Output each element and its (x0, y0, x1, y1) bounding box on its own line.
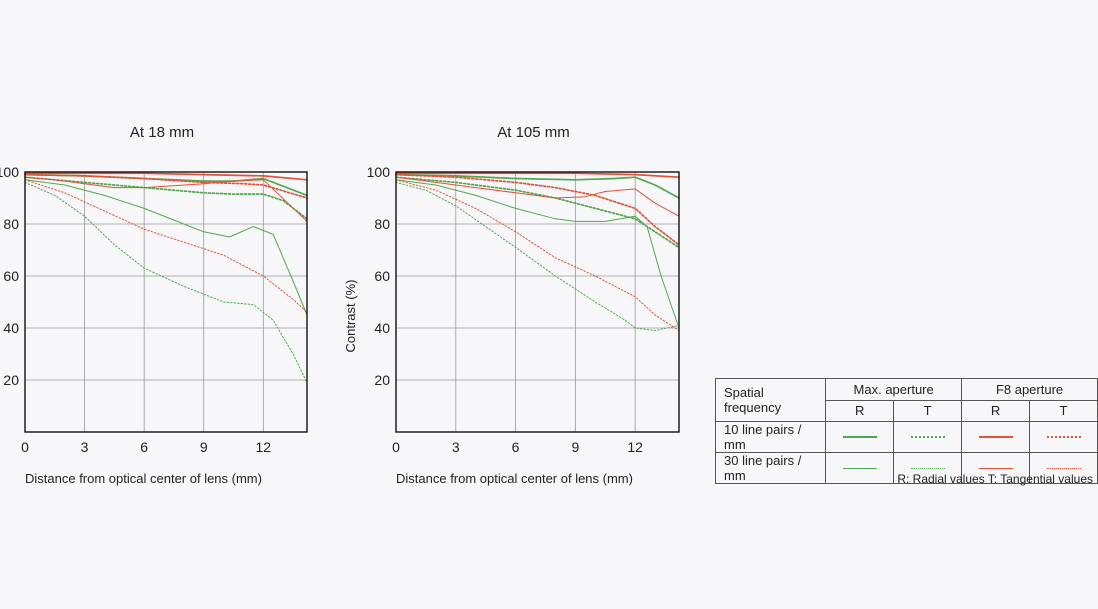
x-axis-label: Distance from optical center of lens (mm… (396, 471, 633, 486)
chart-1: At 18 mm 0 3 6 9 12 20 40 60 80 100 Distance from o… (0, 124, 308, 486)
plot-frame (395, 171, 680, 433)
x-tick-label: 12 (627, 439, 643, 455)
x-tick-label: 0 (392, 439, 400, 455)
x-tick-label: 9 (571, 439, 579, 455)
series-line-max-t-10lp (24, 176, 308, 220)
y-tick-label: 80 (3, 216, 19, 232)
x-tick-label: 3 (452, 439, 460, 455)
y-tick-label: 60 (374, 268, 390, 284)
y-tick-label: 40 (374, 320, 390, 336)
series-line-max-r-30lp (24, 179, 308, 316)
legend-row-30lp: 30 line pairs / mm (714, 452, 1098, 484)
legend-swatch-f8-t-30 (1029, 452, 1098, 484)
series-line-f8-t-10lp (395, 173, 680, 246)
x-tick-label: 9 (200, 439, 208, 455)
legend-sub-max-t: T (893, 399, 963, 422)
series-line-f8-t-10lp (24, 173, 308, 199)
legend-swatch-max-r-10 (825, 421, 895, 453)
series-line-max-r-30lp (395, 179, 680, 329)
series-line-f8-t-30lp (395, 179, 680, 332)
y-tick-label: 60 (3, 268, 19, 284)
legend-swatch-max-t-10 (893, 421, 963, 453)
legend-row-10lp: 10 line pairs / mm (714, 421, 1098, 453)
x-tick-label: 6 (140, 439, 148, 455)
legend-header-spatial-frequency: Spatial frequency (714, 378, 827, 422)
legend-sub-f8-r: R (961, 399, 1031, 422)
chart-2: At 105 mm 0 3 6 9 12 20 40 60 80 100 Distance from … (343, 124, 680, 486)
x-axis-label: Distance from optical center of lens (mm… (25, 471, 262, 486)
y-tick-label: 20 (3, 372, 19, 388)
legend-row-label-30lp: 30 line pairs / mm (714, 452, 827, 484)
legend-header-f8-aperture: F8 aperture (961, 378, 1098, 401)
x-tick-label: 0 (21, 439, 29, 455)
x-tick-label: 6 (512, 439, 520, 455)
series-line-f8-r-30lp (24, 176, 308, 222)
legend-swatch-f8-t-10 (1029, 421, 1098, 453)
series-line-max-t-10lp (395, 176, 680, 249)
y-tick-label: 20 (374, 372, 390, 388)
series-line-f8-r-30lp (395, 176, 680, 217)
legend-sub-f8-t: T (1029, 399, 1098, 422)
y-axis-label: Contrast (%) (343, 280, 358, 353)
y-tick-label: 40 (3, 320, 19, 336)
legend-header-max-aperture: Max. aperture (825, 378, 963, 401)
y-tick-label: 100 (367, 164, 391, 180)
legend-table: Spatial frequency Max. aperture F8 apert… (714, 378, 1098, 484)
plot-frame (24, 171, 308, 433)
legend-swatch-f8-r-30 (961, 452, 1031, 484)
x-tick-label: 3 (81, 439, 89, 455)
legend-note: R: Radial values T: Tangential values (897, 472, 1093, 486)
series-line-max-t-30lp (395, 181, 680, 332)
legend-swatch-f8-r-10 (961, 421, 1031, 453)
series-line-f8-r-10lp (395, 172, 680, 179)
x-tick-label: 12 (256, 439, 272, 455)
legend-sub-max-r: R (825, 399, 895, 422)
series-line-max-t-30lp (24, 181, 308, 384)
chart-title: At 105 mm (497, 124, 570, 141)
legend-row-label-10lp: 10 line pairs / mm (714, 421, 827, 453)
series-line-f8-t-30lp (24, 179, 308, 313)
y-tick-label: 80 (374, 216, 390, 232)
chart-title: At 18 mm (130, 124, 194, 141)
legend-swatch-max-r-30 (825, 452, 895, 484)
y-tick-label: 100 (0, 164, 19, 180)
series-line-f8-r-10lp (24, 172, 308, 181)
series-line-max-r-10lp (395, 173, 680, 199)
